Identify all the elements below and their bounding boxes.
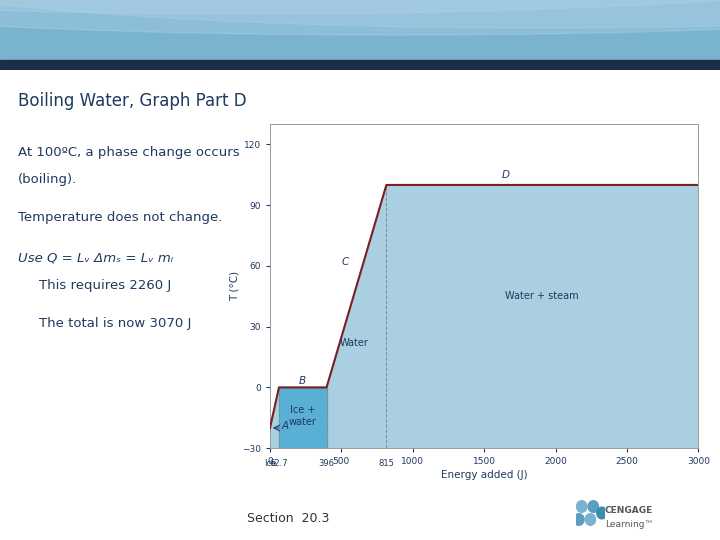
Text: The total is now 3070 J: The total is now 3070 J bbox=[39, 317, 192, 330]
Text: C: C bbox=[342, 257, 349, 267]
Text: Water: Water bbox=[340, 338, 369, 348]
Text: Section  20.3: Section 20.3 bbox=[247, 512, 329, 525]
Text: Boiling Water, Graph Part D: Boiling Water, Graph Part D bbox=[18, 92, 247, 110]
Text: At 100ºC, a phase change occurs: At 100ºC, a phase change occurs bbox=[18, 146, 240, 159]
Text: D: D bbox=[502, 170, 510, 180]
Text: This requires 2260 J: This requires 2260 J bbox=[39, 279, 171, 292]
Text: 815: 815 bbox=[379, 460, 395, 468]
Text: Ice: Ice bbox=[264, 460, 276, 468]
Circle shape bbox=[0, 0, 720, 28]
Text: Ice +
water: Ice + water bbox=[289, 405, 317, 427]
Polygon shape bbox=[279, 388, 327, 448]
Text: B: B bbox=[299, 376, 306, 387]
Circle shape bbox=[0, 0, 720, 14]
Text: Water + steam: Water + steam bbox=[505, 291, 578, 301]
Text: 396: 396 bbox=[318, 460, 335, 468]
Circle shape bbox=[588, 501, 598, 512]
Text: CENGAGE: CENGAGE bbox=[605, 506, 653, 515]
Text: 62.7: 62.7 bbox=[270, 460, 288, 468]
Y-axis label: T (°C): T (°C) bbox=[229, 271, 239, 301]
Circle shape bbox=[597, 507, 607, 519]
Bar bbox=[0, 60, 720, 70]
Circle shape bbox=[0, 0, 720, 35]
Text: (boiling).: (boiling). bbox=[18, 173, 77, 186]
Text: Use Q = Lᵥ Δmₛ = Lᵥ mₗ: Use Q = Lᵥ Δmₛ = Lᵥ mₗ bbox=[18, 251, 173, 264]
Circle shape bbox=[574, 514, 584, 525]
Circle shape bbox=[577, 501, 587, 512]
Text: A: A bbox=[282, 421, 289, 431]
Text: Learning™: Learning™ bbox=[605, 521, 653, 529]
X-axis label: Energy added (J): Energy added (J) bbox=[441, 470, 528, 481]
Bar bbox=[0, 0, 720, 60]
Circle shape bbox=[585, 514, 595, 525]
Polygon shape bbox=[270, 185, 698, 448]
Text: Temperature does not change.: Temperature does not change. bbox=[18, 211, 222, 224]
